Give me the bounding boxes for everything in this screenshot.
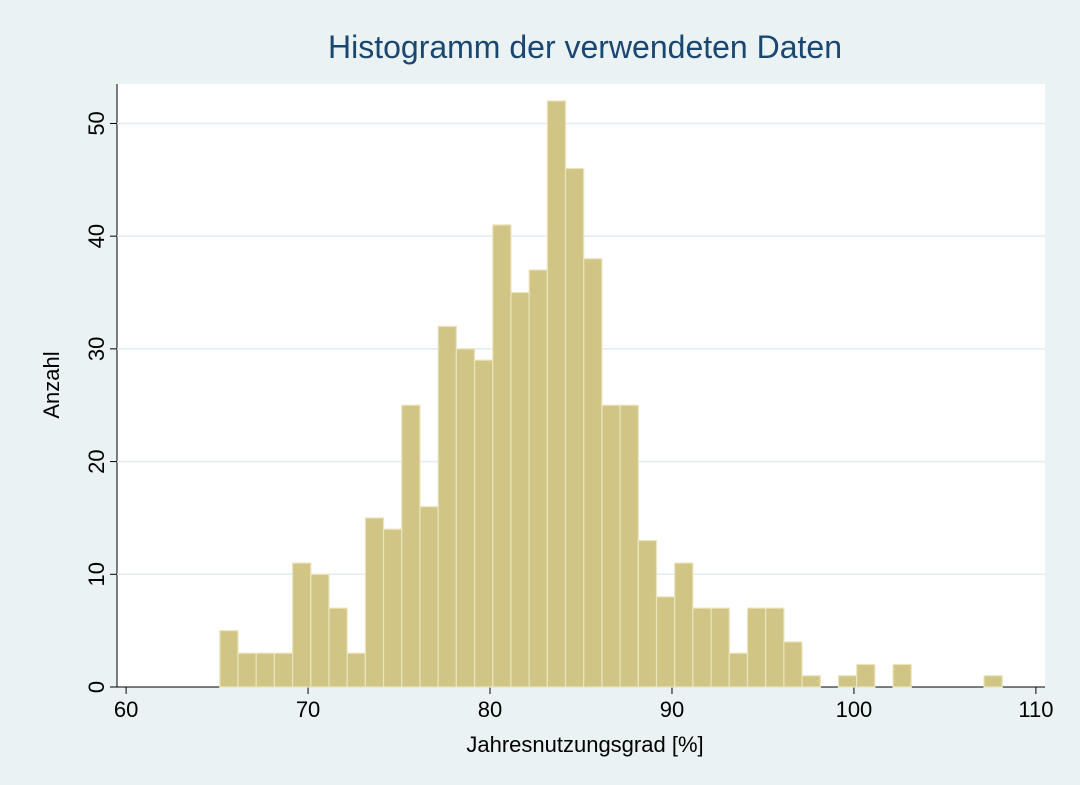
x-axis-label: Jahresnutzungsgrad [%]	[466, 732, 703, 757]
chart-title: Histogramm der verwendeten Daten	[328, 29, 842, 65]
bar	[801, 675, 821, 688]
bar	[328, 607, 348, 688]
bar	[564, 167, 585, 688]
bar	[601, 404, 621, 688]
bar	[637, 539, 658, 688]
bar	[837, 675, 858, 688]
bar	[674, 562, 694, 688]
bar	[455, 348, 476, 688]
y-axis-label: Anzahl	[39, 351, 64, 418]
bar	[492, 224, 512, 688]
bar	[310, 573, 330, 688]
bar	[382, 528, 403, 688]
bar	[655, 596, 676, 688]
bar	[856, 663, 876, 688]
x-tick-label: 100	[836, 697, 873, 722]
bar	[237, 652, 257, 688]
bar	[346, 652, 366, 688]
bar	[401, 404, 421, 688]
y-tick-label: 30	[84, 337, 109, 361]
bar	[692, 607, 712, 688]
bar	[364, 517, 385, 688]
bar	[728, 652, 749, 688]
bar	[546, 100, 567, 688]
bar	[219, 630, 239, 688]
bar	[419, 506, 439, 688]
x-tick-label: 70	[296, 697, 320, 722]
y-tick-label: 40	[84, 224, 109, 248]
x-tick-label: 80	[478, 697, 502, 722]
bar	[892, 663, 912, 688]
x-tick-label: 90	[660, 697, 684, 722]
x-tick-label: 110	[1018, 697, 1053, 722]
y-tick-label: 10	[84, 562, 109, 586]
bar	[273, 652, 294, 688]
bar	[619, 404, 639, 688]
bar	[765, 607, 785, 688]
bar	[473, 359, 494, 688]
bar	[583, 258, 603, 688]
bar	[528, 269, 548, 688]
x-tick-label: 60	[114, 697, 138, 722]
bar	[291, 562, 312, 688]
y-tick-label: 50	[84, 111, 109, 135]
bar	[746, 607, 767, 688]
y-tick-label: 0	[84, 681, 109, 693]
bar	[983, 675, 1003, 688]
bar	[437, 325, 457, 688]
bar	[783, 641, 803, 688]
bar	[510, 291, 530, 688]
bar	[710, 607, 730, 688]
bar	[255, 652, 275, 688]
y-tick-label: 20	[84, 449, 109, 473]
